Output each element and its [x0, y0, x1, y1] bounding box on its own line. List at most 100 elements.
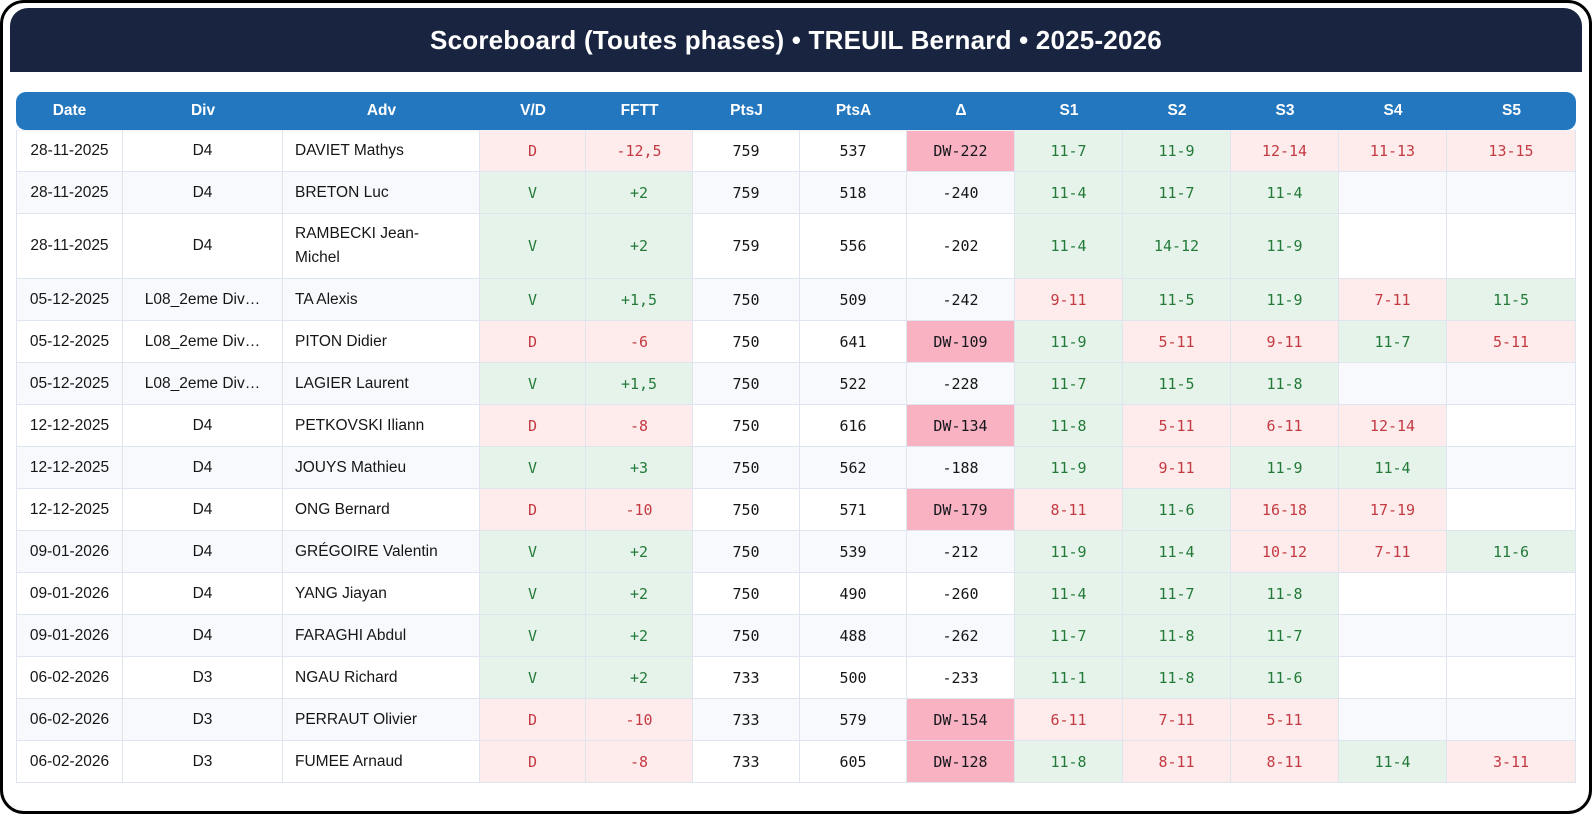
cell-opponent: ONG Bernard: [283, 489, 480, 532]
cell-set-5: [1447, 447, 1576, 490]
cell-win-loss: D: [480, 699, 586, 742]
cell-date: 06-02-2026: [16, 657, 123, 700]
cell-fftt-points: -12,5: [586, 130, 693, 173]
cell-player-points: 759: [693, 172, 800, 215]
cell-set-5: [1447, 657, 1576, 700]
cell-player-points: 750: [693, 363, 800, 406]
cell-opponent: PETKOVSKI Iliann: [283, 405, 480, 448]
cell-opponent-points: 616: [800, 405, 907, 448]
cell-set-3: 8-11: [1231, 741, 1339, 784]
scoreboard-header-row: Date Div Adv V/D FFTT PtsJ PtsA Δ S1 S2 …: [16, 92, 1576, 130]
cell-fftt-points: +1,5: [586, 363, 693, 406]
cell-player-points: 750: [693, 615, 800, 658]
cell-opponent: YANG Jiayan: [283, 573, 480, 616]
cell-delta: -212: [907, 531, 1015, 574]
cell-set-2: 14-12: [1123, 214, 1231, 280]
cell-fftt-points: +3: [586, 447, 693, 490]
cell-date: 06-02-2026: [16, 741, 123, 784]
col-header-s3: S3: [1231, 92, 1339, 130]
cell-set-4: 7-11: [1339, 279, 1447, 322]
cell-delta: -233: [907, 657, 1015, 700]
cell-division: D3: [123, 657, 283, 700]
cell-set-3: 11-9: [1231, 279, 1339, 322]
table-row: 06-02-2026 D3 FUMEE Arnaud D -8 733 605 DW-128 1…: [16, 741, 1576, 784]
cell-win-loss: V: [480, 214, 586, 280]
cell-date: 05-12-2025: [16, 321, 123, 364]
cell-player-points: 759: [693, 130, 800, 173]
cell-player-points: 733: [693, 657, 800, 700]
cell-set-2: 8-11: [1123, 741, 1231, 784]
cell-set-5: 3-11: [1447, 741, 1576, 784]
cell-set-5: [1447, 699, 1576, 742]
cell-set-4: [1339, 363, 1447, 406]
cell-division: D4: [123, 573, 283, 616]
cell-set-1: 11-9: [1015, 447, 1123, 490]
cell-delta: DW-222: [907, 130, 1015, 173]
cell-set-4: 17-19: [1339, 489, 1447, 532]
cell-set-1: 11-8: [1015, 741, 1123, 784]
cell-win-loss: D: [480, 130, 586, 173]
cell-set-3: 9-11: [1231, 321, 1339, 364]
col-header-ptsa: PtsA: [800, 92, 907, 130]
cell-fftt-points: +2: [586, 573, 693, 616]
cell-set-2: 11-8: [1123, 615, 1231, 658]
cell-set-2: 11-5: [1123, 363, 1231, 406]
cell-delta: -242: [907, 279, 1015, 322]
cell-set-5: 13-15: [1447, 130, 1576, 173]
cell-set-3: 11-9: [1231, 214, 1339, 280]
col-header-fftt: FFTT: [586, 92, 693, 130]
cell-player-points: 750: [693, 279, 800, 322]
cell-opponent: LAGIER Laurent: [283, 363, 480, 406]
cell-opponent-points: 562: [800, 447, 907, 490]
cell-date: 09-01-2026: [16, 615, 123, 658]
cell-set-1: 11-8: [1015, 405, 1123, 448]
cell-set-4: 11-7: [1339, 321, 1447, 364]
cell-set-1: 11-1: [1015, 657, 1123, 700]
cell-set-5: [1447, 214, 1576, 280]
cell-set-1: 11-7: [1015, 363, 1123, 406]
cell-date: 06-02-2026: [16, 699, 123, 742]
cell-set-4: [1339, 699, 1447, 742]
cell-player-points: 733: [693, 741, 800, 784]
cell-set-4: 12-14: [1339, 405, 1447, 448]
cell-division: D4: [123, 405, 283, 448]
table-row: 06-02-2026 D3 NGAU Richard V +2 733 500 -233 11-…: [16, 657, 1576, 700]
cell-date: 09-01-2026: [16, 531, 123, 574]
table-row: 09-01-2026 D4 FARAGHI Abdul V +2 750 488 -262 11…: [16, 615, 1576, 658]
cell-division: D4: [123, 130, 283, 173]
cell-set-2: 9-11: [1123, 447, 1231, 490]
cell-opponent-points: 509: [800, 279, 907, 322]
cell-set-4: [1339, 214, 1447, 280]
cell-date: 05-12-2025: [16, 279, 123, 322]
cell-set-3: 6-11: [1231, 405, 1339, 448]
cell-set-5: [1447, 573, 1576, 616]
cell-fftt-points: -10: [586, 489, 693, 532]
table-row: 05-12-2025 L08_2eme Div… LAGIER Laurent V +1…: [16, 363, 1576, 406]
cell-set-2: 11-7: [1123, 573, 1231, 616]
cell-delta: DW-179: [907, 489, 1015, 532]
col-header-date: Date: [16, 92, 123, 130]
table-row: 06-02-2026 D3 PERRAUT Olivier D -10 733 579 DW-…: [16, 699, 1576, 742]
cell-fftt-points: -6: [586, 321, 693, 364]
cell-set-2: 11-4: [1123, 531, 1231, 574]
cell-set-3: 16-18: [1231, 489, 1339, 532]
title-banner: Scoreboard (Toutes phases) • TREUIL Bern…: [10, 8, 1582, 72]
col-header-vd: V/D: [480, 92, 586, 130]
cell-set-5: [1447, 489, 1576, 532]
table-row: 12-12-2025 D4 JOUYS Mathieu V +3 750 562 -188 11…: [16, 447, 1576, 490]
cell-set-2: 5-11: [1123, 405, 1231, 448]
table-row: 09-01-2026 D4 GRÉGOIRE Valentin V +2 750 539 -2…: [16, 531, 1576, 574]
cell-opponent: PITON Didier: [283, 321, 480, 364]
cell-division: D4: [123, 489, 283, 532]
cell-delta: -202: [907, 214, 1015, 280]
cell-fftt-points: +2: [586, 172, 693, 215]
cell-win-loss: V: [480, 172, 586, 215]
col-header-delta: Δ: [907, 92, 1015, 130]
cell-set-1: 11-4: [1015, 214, 1123, 280]
col-header-s2: S2: [1123, 92, 1231, 130]
cell-fftt-points: -8: [586, 405, 693, 448]
table-row: 28-11-2025 D4 DAVIET Mathys D -12,5 759 537 DW-…: [16, 130, 1576, 173]
cell-division: L08_2eme Div…: [123, 363, 283, 406]
cell-opponent: JOUYS Mathieu: [283, 447, 480, 490]
cell-win-loss: V: [480, 615, 586, 658]
